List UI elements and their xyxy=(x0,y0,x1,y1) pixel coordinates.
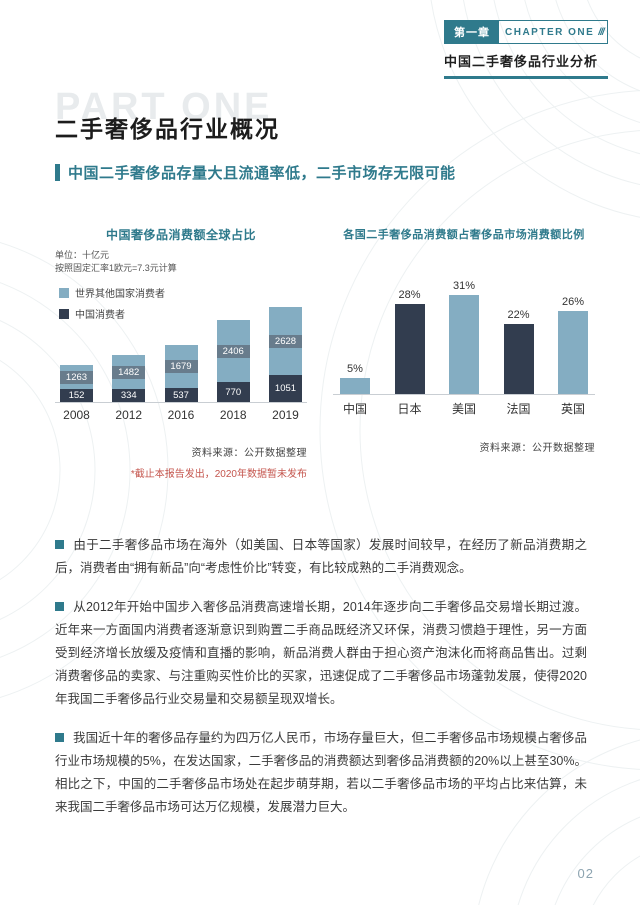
stacked-bar-2012: 1482 334 xyxy=(112,355,146,402)
x-label-2019: 2019 xyxy=(272,408,299,422)
legend-swatch-world xyxy=(59,287,69,298)
section-title: 中国二手奢侈品行业分析 xyxy=(444,51,608,79)
percent-label: 26% xyxy=(561,296,585,308)
value-label-china: 334 xyxy=(112,389,146,402)
slashes-icon: /// xyxy=(598,26,604,38)
left-xlabels: 2008 2012 2016 2018 2019 xyxy=(55,408,307,422)
body-paragraph: 我国近十年的奢侈品存量约为四万亿人民币，市场存量巨大，但二手奢侈品市场规模占奢侈… xyxy=(55,727,587,819)
page-title: 二手奢侈品行业概况 xyxy=(55,116,280,142)
legend-label-world: 世界其他国家消费者 xyxy=(75,289,165,300)
bar-美国: 31% xyxy=(447,280,481,394)
right-plot: 5% 28% 31% 22% 26% xyxy=(333,271,595,395)
value-label-china: 152 xyxy=(60,389,93,402)
x-label-中国: 中国 xyxy=(342,402,367,416)
left-source: 资料来源：公开数据整理 xyxy=(191,448,307,459)
hero: PART ONE 二手奢侈品行业概况 xyxy=(55,86,585,156)
left-chart-title: 中国奢侈品消费额全球占比 xyxy=(105,228,256,242)
value-label-china: 537 xyxy=(164,388,198,402)
left-footnote: *截止本报告发出，2020年数据暂未发布 xyxy=(130,469,307,480)
stacked-bar-2019: 2628 1051 xyxy=(269,307,302,402)
page-number: 02 xyxy=(577,866,594,881)
value-label-world: 2628 xyxy=(269,334,302,348)
body-paragraph: 由于二手奢侈品市场在海外（如美国、日本等国家）发展时间较早，在经历了新品消费期之… xyxy=(55,534,587,580)
body-text: 由于二手奢侈品市场在海外（如美国、日本等国家）发展时间较早，在经历了新品消费期之… xyxy=(55,534,587,835)
fx-note: 按照固定汇率1欧元=7.3元计算 xyxy=(55,263,177,273)
legend-label-china: 中国消费者 xyxy=(75,310,125,321)
bar-法国: 22% xyxy=(502,309,536,394)
highlight-bar-icon xyxy=(55,164,60,181)
stacked-bar-2018: 2406 770 xyxy=(216,320,250,402)
value-label-world: 1482 xyxy=(112,365,146,379)
x-label-2008: 2008 xyxy=(63,408,90,422)
right-chart: 各国二手奢侈品消费额占奢侈品市场消费额比例 5% 28% 31% 22% 26% 中国 日… xyxy=(333,226,595,480)
chapter-en-label: CHAPTER ONE /// xyxy=(499,21,610,43)
bullet-square-icon xyxy=(55,733,64,742)
stacked-bar-2016: 1679 537 xyxy=(164,345,198,402)
legend-swatch-china xyxy=(59,308,69,319)
chart-legend: 世界其他国家消费者 中国消费者 xyxy=(59,285,165,321)
body-paragraph: 从2012年开始中国步入奢侈品消费高速增长期，2014年逐步向二手奢侈品交易增长… xyxy=(55,596,587,711)
chapter-tag: 第一章 CHAPTER ONE /// xyxy=(444,20,608,44)
paragraph-text: 我国近十年的奢侈品存量约为四万亿人民币，市场存量巨大，但二手奢侈品市场规模占奢侈… xyxy=(55,731,587,814)
section-highlight: 中国二手奢侈品存量大且流通率低，二手市场存无限可能 xyxy=(55,162,595,183)
legend-item-china: 中国消费者 xyxy=(59,306,165,321)
bullet-square-icon xyxy=(55,540,64,549)
bar-日本: 28% xyxy=(393,289,427,394)
chapter-en-text: CHAPTER ONE xyxy=(505,26,595,38)
x-label-2018: 2018 xyxy=(219,408,247,422)
value-label-china: 770 xyxy=(216,382,250,402)
highlight-text: 中国二手奢侈品存量大且流通率低，二手市场存无限可能 xyxy=(68,165,456,182)
left-chart: 中国奢侈品消费额全球占比 单位：十亿元 按照固定汇率1欧元=7.3元计算 世界其… xyxy=(55,226,307,480)
value-label-china: 1051 xyxy=(269,375,302,402)
bullet-square-icon xyxy=(55,602,64,611)
watermark-text: PART ONE xyxy=(55,86,273,128)
paragraph-text: 由于二手奢侈品市场在海外（如美国、日本等国家）发展时间较早，在经历了新品消费期之… xyxy=(55,538,587,575)
value-label-world: 2406 xyxy=(216,344,250,358)
value-label-world: 1263 xyxy=(60,370,93,384)
right-xlabels: 中国 日本 美国 法国 英国 xyxy=(333,400,595,417)
x-label-法国: 法国 xyxy=(506,402,531,416)
x-label-2016: 2016 xyxy=(167,408,195,422)
left-chart-notes: 单位：十亿元 按照固定汇率1欧元=7.3元计算 xyxy=(55,249,307,279)
value-label-world: 1679 xyxy=(164,360,198,373)
charts-row: 中国奢侈品消费额全球占比 单位：十亿元 按照固定汇率1欧元=7.3元计算 世界其… xyxy=(55,226,595,480)
left-plot: 世界其他国家消费者 中国消费者 1263 152 1482 334 1679 537 240… xyxy=(55,279,307,403)
legend-item-world: 世界其他国家消费者 xyxy=(59,285,165,300)
x-label-美国: 美国 xyxy=(451,402,476,416)
percent-label: 22% xyxy=(507,309,530,321)
stacked-bar-2008: 1263 152 xyxy=(60,365,93,402)
paragraph-text: 从2012年开始中国步入奢侈品消费高速增长期，2014年逐步向二手奢侈品交易增长… xyxy=(55,600,587,706)
percent-label: 31% xyxy=(452,280,476,292)
x-label-英国: 英国 xyxy=(560,402,585,416)
right-source: 资料来源：公开数据整理 xyxy=(479,443,595,454)
x-label-日本: 日本 xyxy=(397,402,422,416)
unit-note: 单位：十亿元 xyxy=(55,250,110,260)
right-chart-title: 各国二手奢侈品消费额占奢侈品市场消费额比例 xyxy=(343,229,585,241)
x-label-2012: 2012 xyxy=(115,408,143,422)
percent-label: 28% xyxy=(398,289,421,301)
chapter-header: 第一章 CHAPTER ONE /// 中国二手奢侈品行业分析 xyxy=(444,20,608,79)
chapter-badge: 第一章 xyxy=(445,21,499,43)
bar-英国: 26% xyxy=(556,296,590,394)
percent-label: 5% xyxy=(347,363,363,375)
bar-中国: 5% xyxy=(338,363,372,394)
